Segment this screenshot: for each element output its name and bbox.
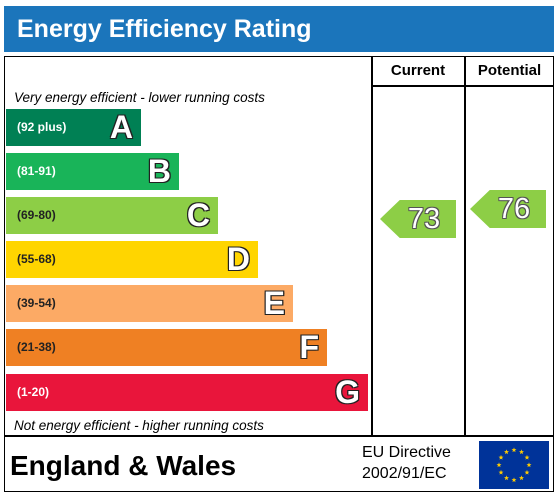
directive-line: EU Directive [362,444,451,461]
band-letter: B [147,153,171,189]
band-range: (69-80) [17,208,56,222]
divider [371,56,373,436]
eu-star [524,469,530,475]
band-letter: D [226,241,250,277]
eu-star [511,477,517,483]
eu-star [498,454,504,460]
band-range: (39-54) [17,296,56,310]
eu-directive: EU Directive 2002/91/EC [362,442,451,484]
eu-star [519,475,524,481]
rating-table [4,56,554,492]
note-efficient: Very energy efficient - lower running co… [14,90,265,105]
country-label: England & Wales [10,450,237,481]
page-title: Energy Efficiency Rating [4,6,554,52]
column-header-potential: Potential [477,62,542,79]
band-range: (21-38) [17,340,56,354]
divider [464,56,466,436]
eu-star [498,469,504,475]
eu-star [511,447,517,453]
band-letter: E [263,285,285,321]
band-letter: G [335,374,360,410]
current-rating-value: 73 [407,203,441,235]
divider [371,85,554,87]
eu-star [504,449,509,455]
band-letter: C [186,197,210,233]
band-f: (21-38) F [6,329,327,366]
band-range: (1-20) [17,385,50,399]
band-b: (81-91) B [6,153,179,190]
note-inefficient: Not energy efficient - higher running co… [14,418,264,433]
eu-star [496,462,502,468]
potential-rating-value: 76 [497,193,531,225]
band-letter: A [109,109,133,145]
eu-star [519,449,524,455]
divider [4,435,554,437]
eu-star [524,454,530,460]
band-e: (39-54) E [6,285,293,322]
band-c: (69-80) C [6,197,218,234]
directive-number: 2002/91/EC [362,465,447,482]
column-header-current: Current [390,62,446,79]
eu-star [504,475,509,481]
band-a: (92 plus) A [6,109,141,146]
band-range: (55-68) [17,252,56,266]
eu-flag-icon [479,441,549,489]
band-letter: F [299,329,319,365]
band-g: (1-20) G [6,374,368,411]
band-range: (92 plus) [17,120,67,134]
band-range: (81-91) [17,164,56,178]
band-d: (55-68) D [6,241,258,278]
potential-rating-arrow: 76 [470,190,546,228]
eu-star [526,462,532,468]
